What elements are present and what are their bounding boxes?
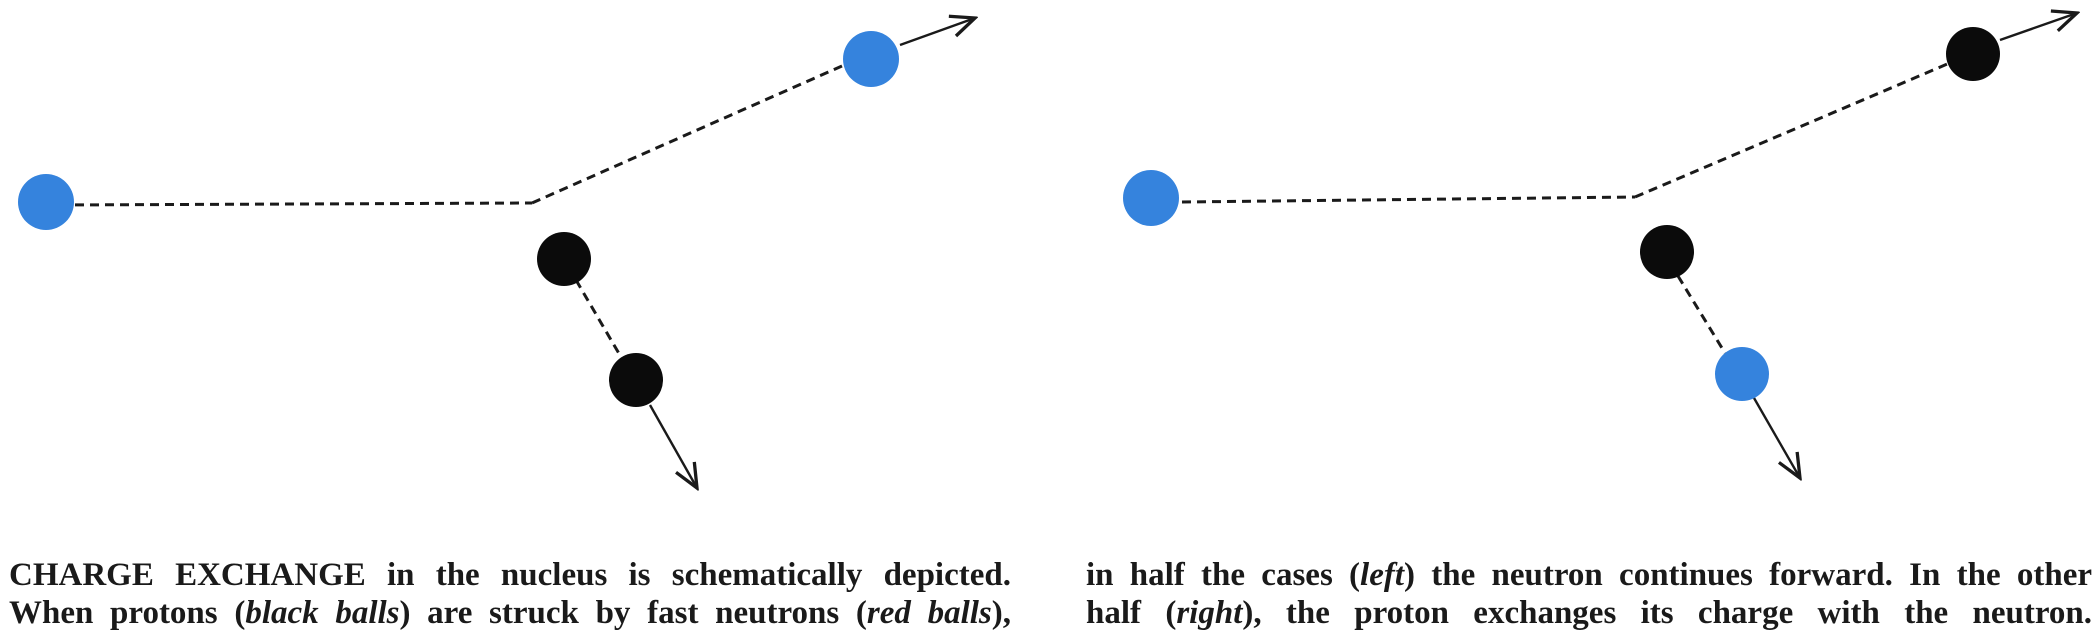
incoming-neutron-ball xyxy=(18,174,74,230)
forward-proton-track xyxy=(1634,60,1953,199)
caption-line: CHARGE EXCHANGE in the nucleus is schema… xyxy=(9,556,1011,594)
forward-proton-ball xyxy=(1946,27,2000,81)
incoming-neutron-track xyxy=(59,201,533,207)
target-proton-ball xyxy=(537,232,591,286)
recoil-proton-ball xyxy=(609,353,663,407)
caption-text: ), xyxy=(991,595,1011,631)
scattered-neutron-track xyxy=(531,64,843,205)
caption-column-right: in half the cases (left) the neutron con… xyxy=(1086,556,2092,632)
caption-text: ) the neutron continues forward. In the … xyxy=(1404,557,2092,593)
scattered-neutron-arrow xyxy=(899,18,975,47)
caption-emphasis: right xyxy=(1176,595,1243,631)
recoil-proton-track xyxy=(574,279,623,358)
caption-text: half ( xyxy=(1086,595,1177,631)
recoil-proton-arrow xyxy=(648,404,697,488)
right-panel xyxy=(1123,13,2077,478)
incoming-neutron-ball xyxy=(1123,170,1179,226)
recoil-neutron-ball xyxy=(1715,347,1769,401)
incoming-neutron-track xyxy=(1181,195,1636,204)
caption-emphasis: red balls xyxy=(866,595,992,631)
caption-line: half (right), the proton exchanges its c… xyxy=(1086,594,2092,632)
caption-line: in half the cases (left) the neutron con… xyxy=(1086,556,2092,594)
caption-text: When protons ( xyxy=(9,595,246,631)
target-proton-ball xyxy=(1640,225,1694,279)
recoil-neutron-arrow xyxy=(1752,397,1800,478)
caption-text: ), the proton exchanges its charge with … xyxy=(1242,595,2093,631)
scattered-neutron-ball xyxy=(843,31,899,87)
recoil-neutron-track xyxy=(1676,275,1727,354)
caption-text: in the nucleus is schematically depicted… xyxy=(365,557,1011,593)
caption-emphasis: left xyxy=(1360,557,1405,593)
caption-column-left: CHARGE EXCHANGE in the nucleus is schema… xyxy=(9,556,1011,632)
caption-text: in half the cases ( xyxy=(1086,557,1361,593)
caption-lead: CHARGE EXCHANGE xyxy=(9,557,366,593)
caption-text: ) are struck by fast neutrons ( xyxy=(399,595,867,631)
caption-emphasis: black balls xyxy=(245,595,400,631)
caption-line: When protons (black balls) are struck by… xyxy=(9,594,1011,632)
charge-exchange-diagram xyxy=(18,0,2100,520)
forward-proton-arrow xyxy=(1999,13,2077,42)
left-panel xyxy=(18,18,975,488)
